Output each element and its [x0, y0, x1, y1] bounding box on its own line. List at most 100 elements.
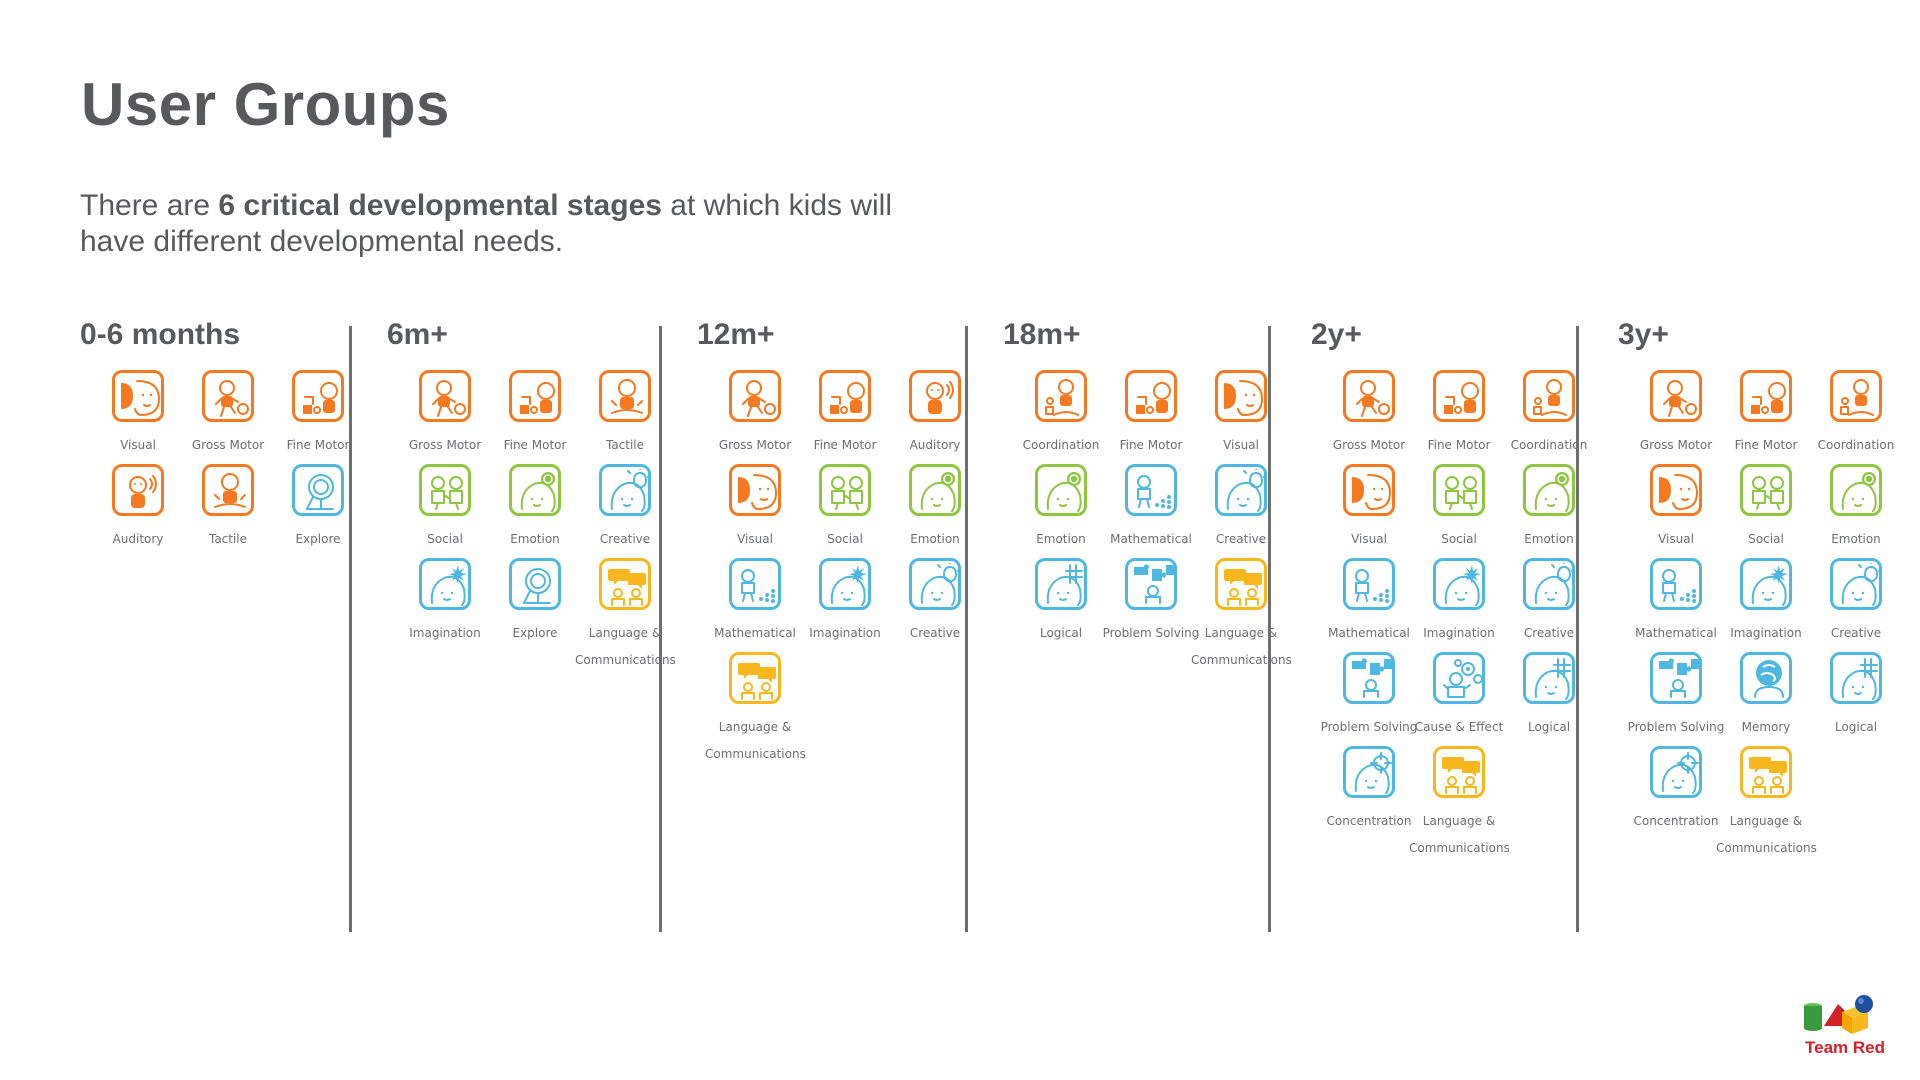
child-hands-icon [509, 370, 561, 422]
skill-label: Logical [1834, 720, 1878, 734]
skill-item: Coordination [1011, 370, 1111, 459]
skill-item: Emotion [1011, 464, 1111, 553]
blocks-child-icon [1523, 370, 1575, 422]
skill-item: Emotion [1806, 464, 1906, 553]
skill-label: Auditory [112, 532, 164, 546]
skill-label: Emotion [1524, 532, 1574, 546]
skill-item: Explore [268, 464, 368, 553]
sun-face-icon [1215, 370, 1267, 422]
speech-bubbles-icon [1740, 746, 1792, 798]
skill-label: Logical [1527, 720, 1571, 734]
sitting-child-icon [599, 370, 651, 422]
skill-item: Fine Motor [1101, 370, 1201, 459]
stage-title: 3y+ [1618, 318, 1669, 351]
skill-item: Fine Motor [268, 370, 368, 459]
skill-item: Creative [1191, 464, 1291, 553]
skill-label: Emotion [910, 532, 960, 546]
tic-tac-toe-icon [1830, 652, 1882, 704]
skill-label: Mathematical [714, 626, 796, 640]
skill-label: Tactile [208, 532, 248, 546]
abacus-icon [1343, 558, 1395, 610]
skill-label: Gross Motor [191, 438, 265, 452]
two-children-icon [1433, 464, 1485, 516]
skill-item: Mathematical [705, 558, 805, 647]
skill-label: Visual [1351, 532, 1387, 546]
skill-item: Mathematical [1626, 558, 1726, 647]
skill-item: Gross Motor [1626, 370, 1726, 459]
skill-item: Logical [1011, 558, 1111, 647]
two-children-icon [819, 464, 871, 516]
skill-item: Creative [575, 464, 675, 553]
skill-label: Emotion [510, 532, 560, 546]
child-hands-icon [1433, 370, 1485, 422]
skill-label: Logical [1039, 626, 1083, 640]
skill-label: Creative [599, 532, 651, 546]
skill-item: Tactile [178, 464, 278, 553]
skill-item: Concentration [1626, 746, 1726, 835]
skill-label: Visual [737, 532, 773, 546]
skill-item: Language & Communications [1409, 746, 1510, 862]
blocks-child-icon [1035, 370, 1087, 422]
child-hands-icon [819, 370, 871, 422]
brain-icon [1740, 652, 1792, 704]
star-burst-icon [819, 558, 871, 610]
skill-item: Visual [1626, 464, 1726, 553]
skill-label: Creative [1523, 626, 1575, 640]
two-children-icon [419, 464, 471, 516]
skill-item: Gross Motor [178, 370, 278, 459]
kicking-child-icon [1343, 370, 1395, 422]
skill-item: Emotion [485, 464, 585, 553]
skill-label: Mathematical [1110, 532, 1192, 546]
skill-label: Language & Communications [1409, 814, 1510, 855]
skill-label: Social [1441, 532, 1477, 546]
skill-label: Gross Motor [1639, 438, 1713, 452]
skill-label: Imagination [409, 626, 481, 640]
skill-label: Coordination [1510, 438, 1588, 452]
kicking-child-icon [729, 370, 781, 422]
skill-item: Fine Motor [485, 370, 585, 459]
intro-text: There are 6 critical developmental stage… [80, 188, 900, 260]
skill-item: Creative [1806, 558, 1906, 647]
skill-item: Gross Motor [705, 370, 805, 459]
skill-item: Explore [485, 558, 585, 647]
abacus-icon [1125, 464, 1177, 516]
skill-item: Coordination [1499, 370, 1599, 459]
skill-label: Social [827, 532, 863, 546]
kicking-child-icon [419, 370, 471, 422]
tic-tac-toe-icon [1523, 652, 1575, 704]
skill-item: Logical [1499, 652, 1599, 741]
skill-label: Fine Motor [286, 438, 350, 452]
skill-label: Tactile [605, 438, 645, 452]
skill-item: Visual [1319, 464, 1419, 553]
skill-item: Problem Solving [1319, 652, 1419, 741]
skill-label: Gross Motor [718, 438, 792, 452]
speech-bubbles-icon [1215, 558, 1267, 610]
stage-title: 2y+ [1311, 318, 1362, 351]
smiley-bubble-icon [909, 464, 961, 516]
skill-label: Fine Motor [1427, 438, 1491, 452]
skill-item: Social [395, 464, 495, 553]
skill-item: Language & Communications [705, 652, 806, 768]
abacus-icon [1650, 558, 1702, 610]
lightbulb-icon [1523, 558, 1575, 610]
skill-item: Social [795, 464, 895, 553]
stage-title: 18m+ [1003, 318, 1081, 351]
skill-item: Imagination [1409, 558, 1509, 647]
skill-label: Fine Motor [1119, 438, 1183, 452]
skill-item: Social [1409, 464, 1509, 553]
stage-divider [1268, 326, 1271, 932]
puzzle-icon [1650, 652, 1702, 704]
skill-label: Gross Motor [408, 438, 482, 452]
skill-item: Logical [1806, 652, 1906, 741]
sound-waves-icon [112, 464, 164, 516]
skill-label: Visual [1223, 438, 1259, 452]
logo-text: Team Red [1805, 1038, 1885, 1057]
skill-label: Problem Solving [1102, 626, 1200, 640]
stage-title: 0-6 months [80, 318, 241, 351]
star-burst-icon [419, 558, 471, 610]
skill-item: Language & Communications [575, 558, 676, 674]
sound-waves-icon [909, 370, 961, 422]
skill-label: Cause & Effect [1414, 720, 1504, 734]
sun-face-icon [112, 370, 164, 422]
skill-item: Social [1716, 464, 1816, 553]
